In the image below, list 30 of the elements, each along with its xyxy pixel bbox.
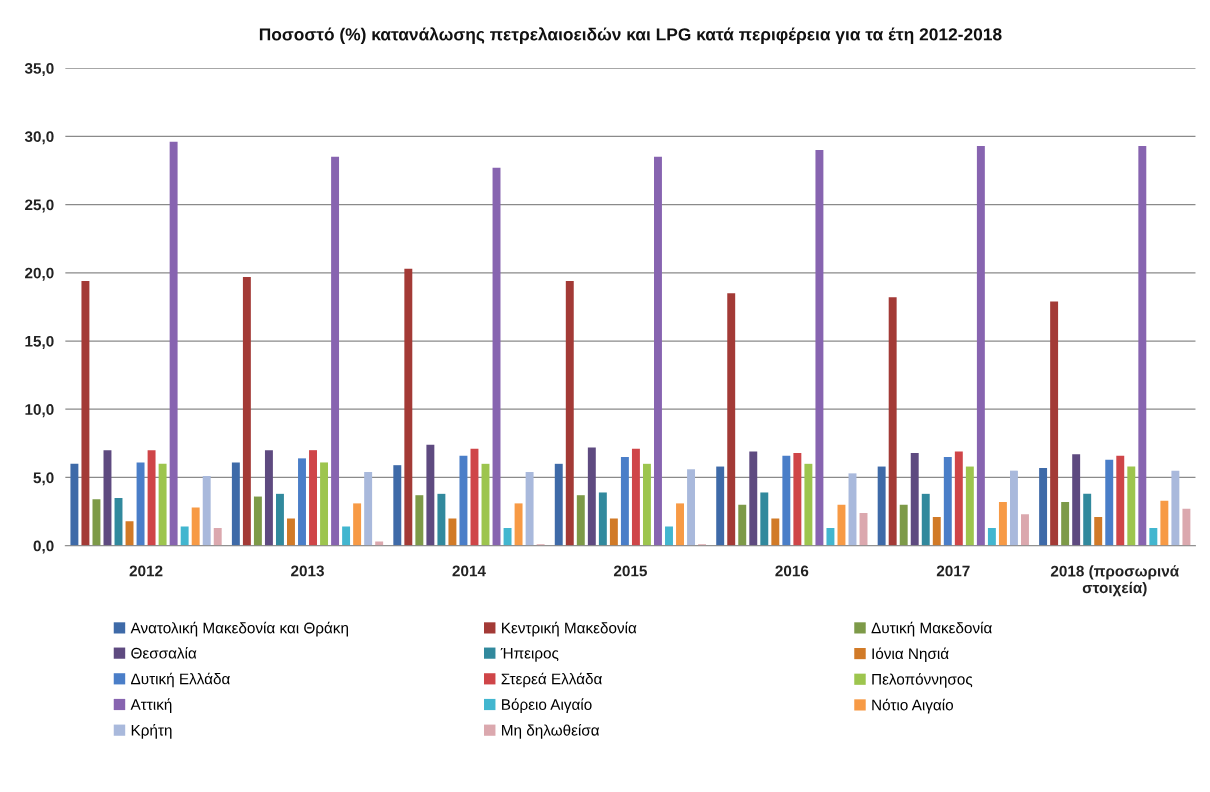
legend-label: Κρήτη [131, 723, 172, 739]
y-tick-label: 35,0 [24, 62, 54, 77]
x-tick-label: 2012 [129, 565, 163, 577]
chart-title: Ποσοστό (%) κατανάλωσης πετρελαιοειδών και LPG κατά περιφέρεια για τα έτη 2012-2018 [259, 27, 1002, 44]
y-tick-label: 10,0 [25, 404, 54, 418]
legend-label: Θεσσαλία [131, 646, 197, 659]
y-tick-label: 5,0 [33, 472, 54, 486]
legend-label: Στερεά Ελλάδα [501, 672, 602, 688]
x-tick-label: 2018 (προσωρινά στοιχεία) [1050, 565, 1179, 597]
legend-label: Νότιο Αιγαίο [872, 698, 954, 714]
x-tick-label: 2016 [775, 565, 809, 577]
legend-label: Μη δηλωθείσα [502, 724, 600, 739]
x-tick-label: 2014 [452, 565, 486, 577]
y-tick-label: 15,0 [25, 335, 54, 349]
x-tick-label: 2013 [291, 565, 324, 577]
y-tick-label: 25,0 [25, 199, 54, 213]
legend-label: Ανατολική Μακεδονία και Θράκη [130, 621, 348, 637]
y-tick-label: 30,0 [24, 131, 54, 145]
legend-label: Δυτική Μακεδονία [871, 621, 992, 637]
x-tick-label: 2015 [613, 565, 647, 577]
legend-label: Δυτική Ελλάδα [131, 672, 230, 688]
legend-label: Κεντρική Μακεδονία [502, 621, 637, 637]
legend-label: Αττική [130, 698, 172, 713]
y-tick-label: 0,0 [33, 540, 54, 554]
legend-label: Βόρειο Αιγαίο [502, 698, 592, 713]
legend-label: Ιόνια Νησιά [872, 647, 949, 663]
x-tick-label: 2017 [936, 565, 970, 577]
legend-label: Ήπειρος [500, 647, 559, 662]
y-tick-label: 20,0 [25, 267, 54, 281]
legend-label: Πελοπόννησος [872, 673, 973, 688]
